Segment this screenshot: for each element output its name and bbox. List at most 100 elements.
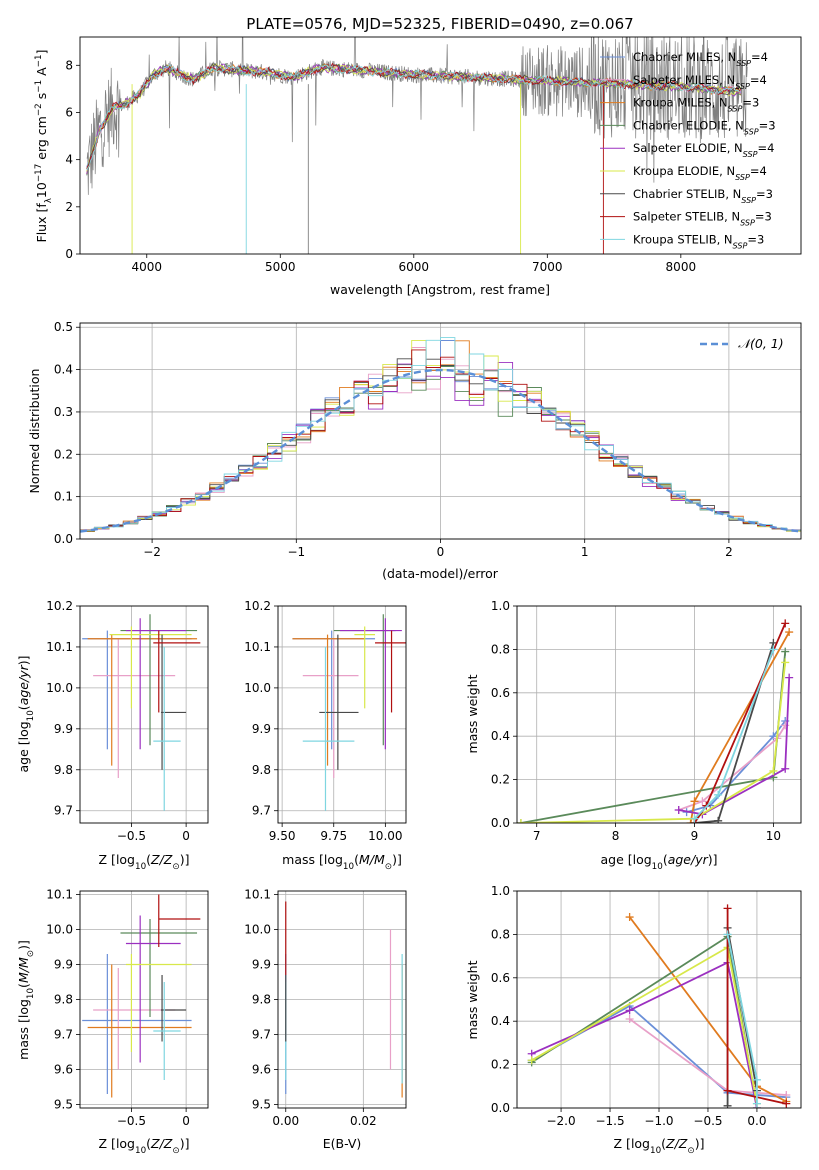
legend-label-salpeter-stelib: Salpeter STELIB, NSSP=3	[633, 210, 772, 228]
y-tick-label: 1.0	[491, 884, 510, 898]
y-tick-label: 10.1	[244, 640, 271, 654]
legend-label-chabrier-elodie: Chabrier ELODIE, NSSP=3	[633, 118, 776, 136]
y-tick-label: 9.9	[54, 958, 73, 972]
histogram-kroupa-stelib	[80, 337, 801, 531]
legend-label-kroupa-elodie: Kroupa ELODIE, NSSP=4	[633, 164, 767, 182]
y-tick-label: 0.1	[54, 490, 73, 504]
weight-line-kroupa-elodie	[517, 658, 790, 823]
y-tick-label: 9.6	[252, 1063, 271, 1077]
weight-marker	[752, 1075, 761, 1084]
point-salpeter-elodie	[125, 915, 181, 1063]
axes-age-vs-mass: 9.50 9.75 10.00 9.7 9.8 9.9 10.0 10.1 10.2 mass […	[244, 599, 407, 872]
x-tick-label: 5000	[265, 260, 296, 274]
x-tick-label: −0.5	[693, 1114, 722, 1128]
weight-marker	[723, 930, 732, 939]
y-tick-label: 0.6	[491, 971, 510, 985]
y-tick-label: 9.9	[252, 958, 271, 972]
plot-area-massweight-vs-age	[517, 619, 794, 823]
plot-area-age-vs-mass	[292, 614, 406, 811]
y-tick-label: 0.3	[54, 405, 73, 419]
y-tick-label: 10.0	[46, 681, 73, 695]
axes-spectrum: 4000 5000 6000 7000 8000 0 2 4 6 8 wavelength [Ang…	[34, 36, 802, 297]
y-tick-label: 0.4	[491, 1014, 510, 1028]
x-axis-label: wavelength [Angstrom, rest frame]	[330, 282, 550, 297]
x-tick-label: 0	[182, 1114, 190, 1128]
y-tick-label: 9.8	[54, 993, 73, 1007]
weight-path	[531, 945, 758, 1104]
weight-line-chabrier-elodie	[517, 647, 790, 823]
weight-path	[686, 720, 786, 813]
x-tick-label: 0	[182, 829, 190, 843]
axes-frame	[277, 890, 407, 1109]
histogram-salpeter-elodie	[80, 361, 801, 531]
x-tick-label: −0.5	[117, 829, 146, 843]
legend-label-chabrier-stelib: Chabrier STELIB, NSSP=3	[633, 187, 773, 205]
point-salpeter-stelib	[375, 630, 406, 713]
plot-area-mass-vs-Z	[82, 894, 201, 1098]
point-chabrier-miles	[82, 954, 192, 1094]
weight-marker	[781, 658, 790, 667]
y-tick-label: 0.6	[491, 686, 510, 700]
plot-area-residuals	[80, 337, 801, 533]
x-tick-label: 9.50	[269, 829, 296, 843]
point-salpeter-miles	[302, 638, 359, 778]
y-axis-label: Normed distribution	[27, 369, 42, 494]
y-tick-label: 1.0	[491, 599, 510, 613]
x-tick-label: 9.75	[320, 829, 347, 843]
x-tick-label: 1	[581, 545, 589, 559]
y-tick-label: 0.0	[491, 816, 510, 830]
y-tick-label: 0.8	[491, 927, 510, 941]
axes-mass-vs-EBV: 0.00 0.02 9.5 9.6 9.7 9.8 9.9 10.0 10.1 E(B-V)	[244, 888, 407, 1151]
histogram-salpeter-stelib	[80, 349, 801, 531]
axes-frame	[516, 605, 802, 824]
weight-path	[520, 651, 787, 823]
weight-path	[693, 649, 775, 820]
y-axis-label: mass weight	[465, 674, 480, 753]
axes-massweight-vs-Z: −2.0 −1.5 −1.0 −0.5 0.0 0.0 0.2 0.4 0.6 0.8 1.0 Z […	[465, 884, 802, 1156]
y-tick-label: 9.9	[252, 722, 271, 736]
x-tick-label: 0.0	[747, 1114, 766, 1128]
model-salpeter-stelib	[86, 62, 742, 169]
x-axis-label: age [log10(age/yr)]	[600, 852, 717, 872]
axes-mass-vs-Z: −0.5 0 9.5 9.6 9.7 9.8 9.9 10.0 10.1 Z [log10(Z/Z…	[16, 888, 209, 1156]
axes-frame	[516, 890, 802, 1109]
y-tick-label: 9.9	[54, 722, 73, 736]
weight-path	[531, 961, 758, 1108]
weight-marker	[723, 904, 732, 913]
weight-marker	[698, 797, 707, 806]
y-tick-label: 0.2	[491, 773, 510, 787]
weight-marker	[517, 819, 525, 823]
weight-marker	[714, 816, 723, 823]
y-tick-label: 9.8	[252, 993, 271, 1007]
y-tick-label: 0.0	[491, 1101, 510, 1115]
x-tick-label: 10	[766, 829, 781, 843]
y-axis-label: Flux [fλ10−17 erg cm−2 s−1 A−1]	[34, 50, 54, 243]
x-tick-label: 0.00	[272, 1114, 299, 1128]
x-axis-label: mass [log10(M/M⊙)]	[282, 852, 402, 872]
spectrum-legend: Chabrier MILES, NSSP=4 Salpeter MILES, NS…	[600, 50, 776, 250]
weight-line-kroupa-stelib	[723, 930, 761, 1108]
x-tick-label: −2.0	[546, 1114, 575, 1128]
weight-line-chabrier-stelib	[690, 638, 778, 823]
weight-marker	[781, 619, 790, 628]
weight-marker	[625, 1015, 634, 1024]
y-tick-label: 9.7	[252, 1028, 271, 1042]
y-tick-label: 0.0	[54, 532, 73, 546]
point-kroupa-stelib	[153, 646, 181, 811]
weight-marker	[723, 1086, 732, 1095]
weight-path	[678, 677, 791, 816]
point-kroupa-miles	[292, 634, 365, 766]
legend-label-salpeter-miles: Salpeter MILES, NSSP=4	[633, 73, 767, 91]
y-tick-label: 0.4	[491, 729, 510, 743]
weight-marker	[527, 1056, 536, 1065]
x-axis-label: Z [log10(Z/Z⊙)]	[99, 852, 190, 872]
y-tick-label: 2	[65, 200, 73, 214]
y-tick-label: 10.1	[244, 888, 271, 902]
y-tick-label: 10.0	[244, 681, 271, 695]
axes-frame	[79, 36, 802, 255]
y-tick-label: 10.2	[244, 599, 271, 613]
legend-label-salpeter-elodie: Salpeter ELODIE, NSSP=4	[633, 141, 774, 159]
point-kroupa-elodie	[125, 954, 192, 1052]
point-chabrier-stelib	[160, 634, 187, 770]
x-tick-label: −2	[143, 545, 161, 559]
